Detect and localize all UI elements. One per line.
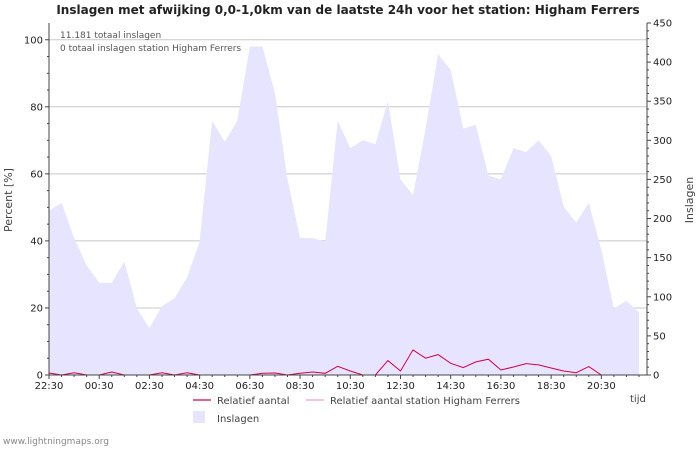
x-tick-label: 04:30 <box>185 381 214 392</box>
y-right-tick-label: 450 <box>653 19 672 30</box>
x-tick-label: 12:30 <box>386 381 415 392</box>
x-tick-label: 06:30 <box>235 381 264 392</box>
x-tick-label: 22:30 <box>35 381 64 392</box>
x-tick-label: 18:30 <box>537 381 566 392</box>
y-left-tick-label: 100 <box>24 35 43 46</box>
y-right-tick-label: 50 <box>653 331 666 342</box>
y-right-tick-label: 200 <box>653 214 672 225</box>
x-tick-label: 00:30 <box>85 381 114 392</box>
x-tick-label: 14:30 <box>436 381 465 392</box>
inslagen-area <box>49 46 639 375</box>
y-right-tick-label: 150 <box>653 253 672 264</box>
y-axis-right-ticks: 0 50 100 150 200 250 300 350 400 450 <box>647 19 672 382</box>
chart-title: Inslagen met afwijking 0,0-1,0km van de … <box>56 3 639 17</box>
axes <box>48 23 648 376</box>
y-left-tick-label: 60 <box>30 169 43 180</box>
legend-swatch-inslagen <box>193 411 205 423</box>
annotation-total: 11.181 totaal inslagen <box>60 31 161 41</box>
y-axis-right-label: Inslagen <box>683 177 696 223</box>
x-tick-label: 08:30 <box>286 381 315 392</box>
y-right-tick-label: 250 <box>653 175 672 186</box>
x-axis-ticks: 22:30 00:30 02:30 04:30 06:30 08:30 10:30 12:30… <box>35 375 640 392</box>
footer-credit: www.lightningmaps.org <box>3 437 109 447</box>
y-right-tick-label: 400 <box>653 58 672 69</box>
y-axis-left-ticks: 0 20 40 60 80 100 <box>24 35 49 382</box>
legend-label-inslagen: Inslagen <box>217 414 259 425</box>
y-left-tick-label: 20 <box>30 303 43 314</box>
x-axis-label: tijd <box>630 394 646 405</box>
x-tick-label: 10:30 <box>336 381 365 392</box>
y-right-tick-label: 0 <box>653 371 659 382</box>
y-axis-left-label: Percent [%] <box>2 168 15 232</box>
y-left-tick-label: 40 <box>30 236 43 247</box>
y-left-tick-label: 80 <box>30 102 43 113</box>
x-tick-label: 02:30 <box>135 381 164 392</box>
y-right-tick-label: 350 <box>653 97 672 108</box>
y-right-tick-label: 100 <box>653 292 672 303</box>
x-tick-label: 16:30 <box>487 381 516 392</box>
y-right-tick-label: 300 <box>653 136 672 147</box>
x-tick-label: 20:30 <box>587 381 616 392</box>
y-left-tick-label: 0 <box>37 371 43 382</box>
legend-label-relatief-station: Relatief aantal station Higham Ferrers <box>330 396 520 407</box>
legend-label-relatief: Relatief aantal <box>217 396 290 407</box>
annotation-station-total: 0 totaal inslagen station Higham Ferrers <box>60 44 241 54</box>
